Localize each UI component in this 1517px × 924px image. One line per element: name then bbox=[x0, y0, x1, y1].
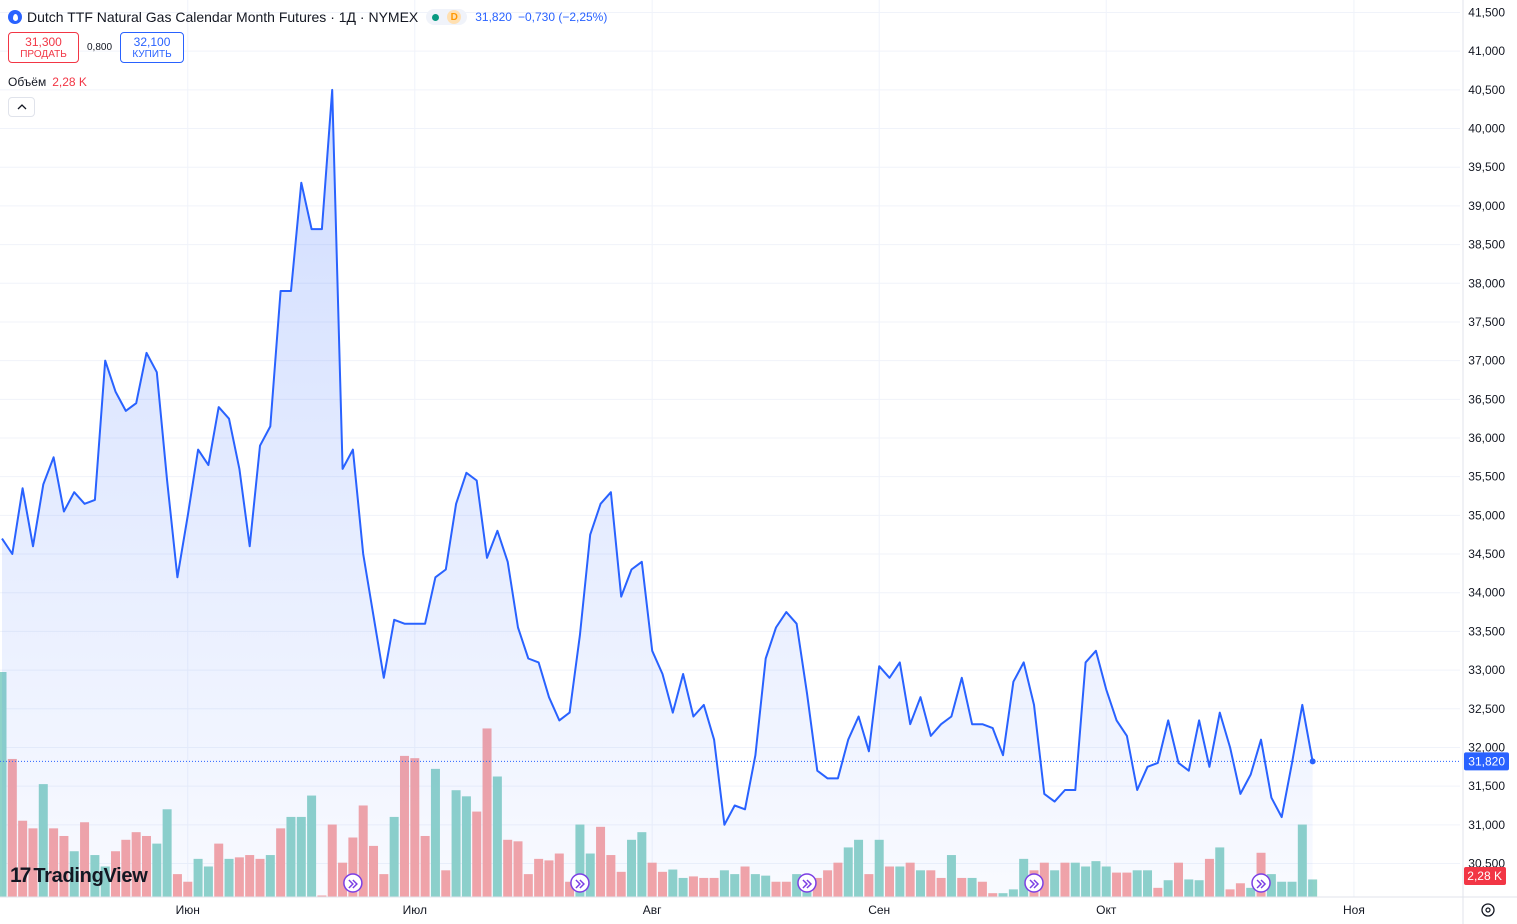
event-markers bbox=[343, 873, 1271, 893]
buy-button[interactable]: 32,100 КУПИТЬ bbox=[120, 32, 185, 63]
symbol-title[interactable]: Dutch TTF Natural Gas Calendar Month Fut… bbox=[27, 9, 419, 25]
volume-badge-label: 2,28 K bbox=[1467, 869, 1502, 883]
price-tick-label: 39,500 bbox=[1468, 160, 1505, 174]
last-price-badge-label: 31,820 bbox=[1468, 754, 1505, 768]
volume-legend[interactable]: Объём 2,28 K bbox=[8, 75, 87, 89]
price-tick-label: 32,000 bbox=[1468, 740, 1505, 754]
price-tick-label: 31,500 bbox=[1468, 779, 1505, 793]
event-marker-icon[interactable] bbox=[797, 873, 817, 893]
price-tick-label: 35,000 bbox=[1468, 508, 1505, 522]
market-open-icon bbox=[432, 13, 440, 21]
tradingview-logo-icon: 17 bbox=[10, 864, 31, 887]
price-tick-label: 35,500 bbox=[1468, 470, 1505, 484]
price-tick-label: 33,000 bbox=[1468, 663, 1505, 677]
event-marker-icon[interactable] bbox=[343, 873, 363, 893]
event-marker-icon[interactable] bbox=[570, 873, 590, 893]
volume-bar bbox=[1308, 879, 1318, 897]
price-tick-label: 34,000 bbox=[1468, 586, 1505, 600]
price-tick-label: 40,000 bbox=[1468, 122, 1505, 136]
price-tick-label: 37,000 bbox=[1468, 354, 1505, 368]
price-line bbox=[1, 88, 1314, 826]
trade-panel: 31,300 ПРОДАТЬ 0,800 32,100 КУПИТЬ bbox=[8, 32, 185, 63]
time-tick-label: Окт bbox=[1096, 903, 1117, 917]
price-tick-label: 41,000 bbox=[1468, 44, 1505, 58]
delayed-data-icon: D bbox=[447, 10, 462, 24]
price-tick-label: 40,500 bbox=[1468, 83, 1505, 97]
price-tick-label: 33,500 bbox=[1468, 624, 1505, 638]
volume-badge bbox=[1464, 867, 1506, 885]
price-tick-label: 36,000 bbox=[1468, 431, 1505, 445]
price-tick-label: 38,500 bbox=[1468, 238, 1505, 252]
event-marker-icon[interactable] bbox=[1251, 873, 1271, 893]
symbol-logo-icon[interactable] bbox=[8, 10, 22, 24]
price-tick-label: 36,500 bbox=[1468, 392, 1505, 406]
market-status[interactable]: D bbox=[426, 9, 468, 25]
last-price-badge bbox=[1464, 752, 1509, 771]
volume-title: Объём bbox=[8, 75, 47, 89]
sell-label: ПРОДАТЬ bbox=[20, 48, 67, 60]
event-marker-icon[interactable] bbox=[1024, 873, 1044, 893]
price-tick-label: 31,000 bbox=[1468, 818, 1505, 832]
price-change: −0,730 (−2,25%) bbox=[517, 10, 608, 24]
price-tick-label: 38,000 bbox=[1468, 276, 1505, 290]
price-tick-label: 41,500 bbox=[1468, 6, 1505, 20]
price-tick-label: 32,500 bbox=[1468, 702, 1505, 716]
price-area bbox=[0, 88, 1460, 897]
time-tick-label: Июл bbox=[403, 903, 427, 917]
time-tick-label: Ноя bbox=[1343, 903, 1365, 917]
symbol-header: Dutch TTF Natural Gas Calendar Month Fut… bbox=[8, 7, 607, 27]
time-axis: Июн Июл Авг Сен Окт Ноя bbox=[0, 896, 1517, 917]
last-price-dot bbox=[1309, 758, 1316, 765]
collapse-legend-button[interactable] bbox=[8, 97, 35, 117]
tradingview-logo-text: TradingView bbox=[33, 864, 148, 887]
chevron-up-icon bbox=[17, 104, 26, 110]
gear-icon[interactable] bbox=[1481, 903, 1495, 917]
time-tick-label: Сен bbox=[868, 903, 890, 917]
buy-price: 32,100 bbox=[133, 34, 171, 49]
price-axis: 41,500 41,000 40,500 40,000 39,500 39,000 38,5… bbox=[1462, 0, 1509, 924]
price-tick-label: 37,500 bbox=[1468, 315, 1505, 329]
tradingview-logo[interactable]: 17 TradingView bbox=[10, 864, 148, 888]
time-tick-label: Авг bbox=[643, 903, 662, 917]
price-tick-label: 34,500 bbox=[1468, 547, 1505, 561]
sell-button[interactable]: 31,300 ПРОДАТЬ bbox=[8, 32, 79, 63]
price-area-fill bbox=[2, 89, 1313, 897]
buy-label: КУПИТЬ bbox=[132, 48, 172, 60]
volume-value: 2,28 K bbox=[52, 75, 87, 89]
time-tick-label: Июн bbox=[176, 903, 200, 917]
spread-value: 0,800 bbox=[87, 42, 113, 53]
sell-price: 31,300 bbox=[25, 34, 62, 49]
last-price: 31,820 bbox=[475, 10, 512, 24]
price-tick-label: 39,000 bbox=[1468, 199, 1505, 213]
